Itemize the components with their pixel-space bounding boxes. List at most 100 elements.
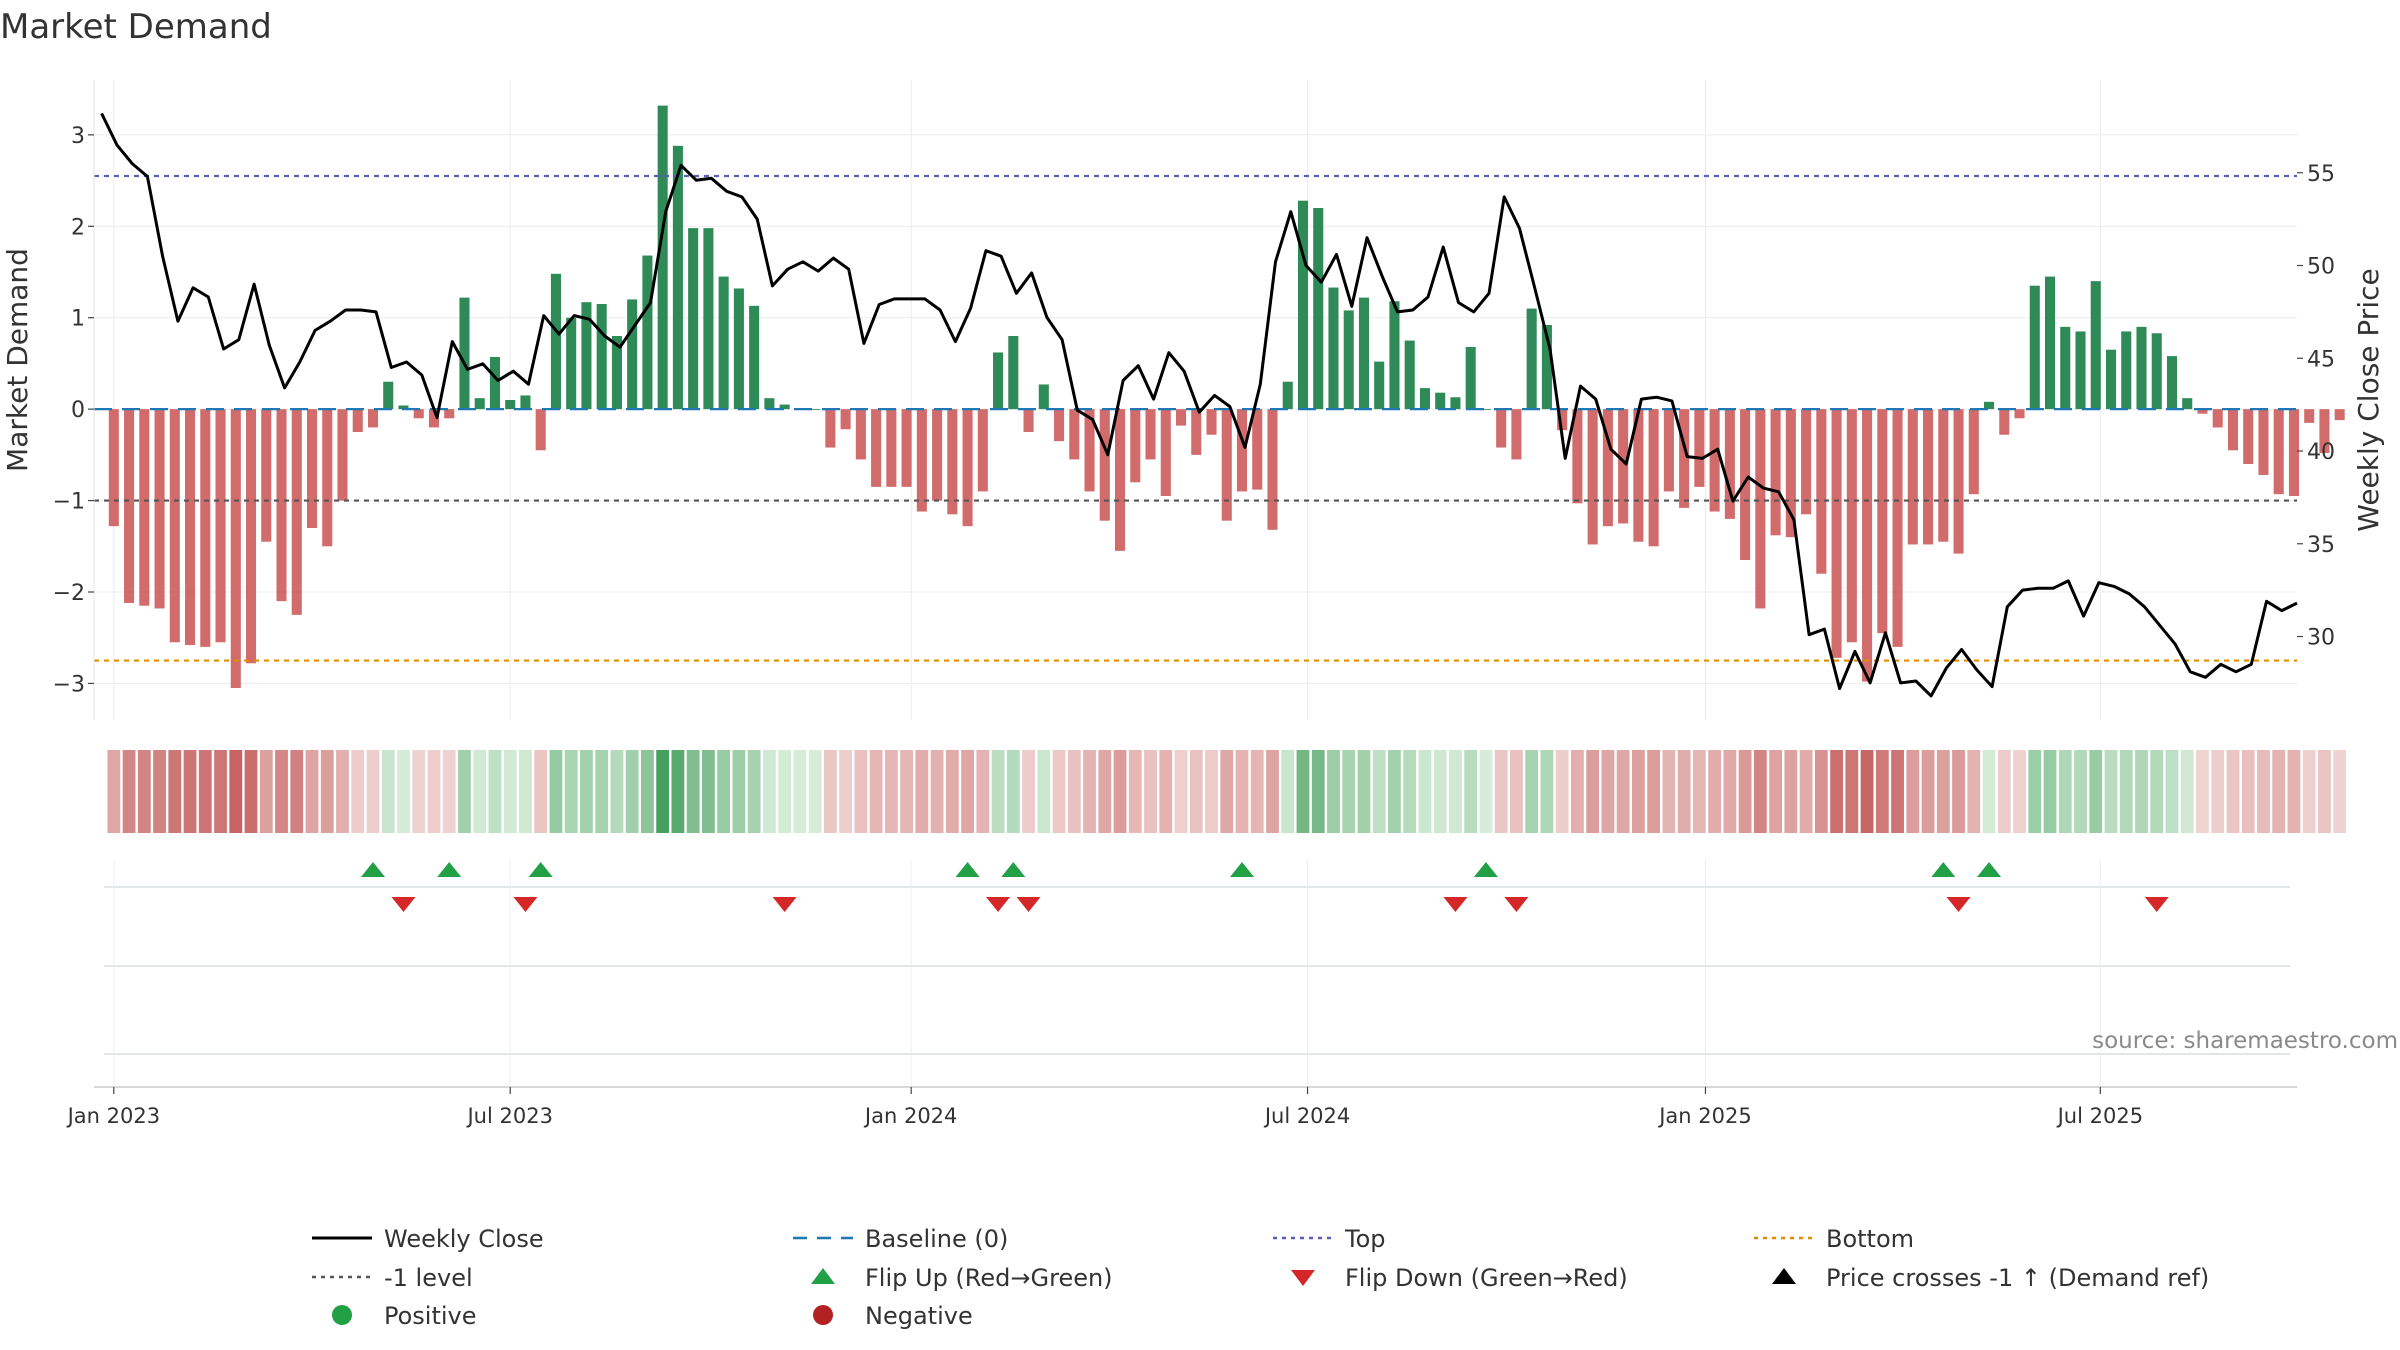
demand-bar [154,409,165,609]
heat-cell [2074,750,2087,833]
demand-bar [1862,409,1873,682]
demand-bar [2288,409,2299,496]
legend-entry: Baseline (0) [793,1225,1008,1253]
heat-cell [1571,750,1584,833]
heat-cell [442,750,456,833]
flip-down-marker [1443,897,1468,912]
heat-cell [2043,750,2057,833]
heat-cell [2013,750,2026,833]
legend: Weekly Close Baseline (0) Top Bottom -1 leve… [312,1225,2209,1330]
demand-bar [1877,409,1888,634]
heat-cell [2119,750,2133,833]
demand-bar [1328,287,1339,410]
demand-bar [2029,285,2040,410]
flip-up-marker [1473,862,1498,877]
heat-cell [1266,750,1279,833]
demand-bar [688,228,699,410]
demand-bar [581,302,592,410]
heat-cell [1067,750,1081,833]
heat-cell [1433,750,1447,833]
demand-bar [932,409,943,501]
demand-bar [993,352,1004,410]
demand-bar [1023,409,1034,432]
heat-cell [1860,750,1874,833]
demand-bar [672,145,683,410]
heat-cell [1174,750,1188,833]
demand-bar [337,409,348,501]
demand-bar [322,409,333,547]
demand-bar [2227,409,2238,451]
demand-bar [2014,409,2025,419]
heat-cell [427,750,441,833]
demand-bar [703,228,714,410]
heat-cell [1845,750,1859,833]
demand-bar [124,409,135,603]
heat-cell [1205,750,1218,833]
flip-down-marker [513,897,538,912]
demand-bar [764,398,775,410]
heat-cell [244,750,258,833]
heat-cell [1769,750,1783,833]
legend-label: Negative [865,1302,973,1330]
heat-cell [1708,750,1722,833]
demand-bar [2151,333,2162,410]
heat-cell [2180,750,2194,833]
heat-cell [2318,750,2331,833]
flip-down-marker [986,897,1011,912]
heat-cell [671,750,685,833]
heat-cell [1586,750,1600,833]
heat-cell [1418,750,1432,833]
demand-bar [1465,346,1476,410]
heat-cell [275,750,288,833]
demand-bar [215,409,226,643]
demand-bar [1923,409,1934,545]
legend-label: Price crosses -1 ↑ (Demand ref) [1826,1264,2209,1292]
heat-cell [1555,750,1569,833]
legend-marker [813,1305,833,1325]
demand-bar [2273,409,2284,495]
heat-cell [1098,750,1112,833]
heat-cell [1875,750,1889,833]
y-tick-label: −3 [53,672,85,697]
legend-marker [332,1305,352,1325]
demand-bar [1755,409,1766,609]
demand-bar [1038,384,1049,410]
heat-cell [122,750,136,833]
heat-cell [1738,750,1752,833]
heat-cell [1449,750,1462,833]
heat-cell [1677,750,1691,833]
demand-bar [1252,409,1263,490]
heat-cell [214,750,227,833]
demand-bar [352,409,363,432]
heat-cell [1631,750,1645,833]
demand-bar [1511,409,1522,460]
demand-bar [1175,409,1187,426]
heat-cell [1799,750,1813,833]
demand-bar [245,409,257,664]
demand-bar [1694,409,1705,487]
heat-cell [1784,750,1798,833]
heat-cell [290,750,304,833]
heat-cell [641,750,654,833]
heat-cell [351,750,365,833]
demand-bar [718,276,729,410]
heat-cell [823,750,837,833]
flip-down-marker [772,897,797,912]
demand-bar [306,409,318,528]
source-label: source: sharemaestro.com [2092,1028,2398,1054]
heat-cell [1296,750,1310,833]
heat-cell [1372,750,1386,833]
heat-cell [2272,750,2286,833]
heat-cell [595,750,609,833]
demand-bar [901,409,912,487]
heat-cell [1281,750,1295,833]
demand-bar [1801,409,1812,515]
demand-bar [1404,340,1415,410]
y-tick-label: 0 [71,398,85,423]
demand-bar [1435,392,1446,410]
demand-bar [840,409,851,430]
price-layer [100,112,2298,698]
demand-bar [1541,325,1552,410]
heat-cell [1189,750,1203,833]
demand-bar [1907,409,1918,545]
